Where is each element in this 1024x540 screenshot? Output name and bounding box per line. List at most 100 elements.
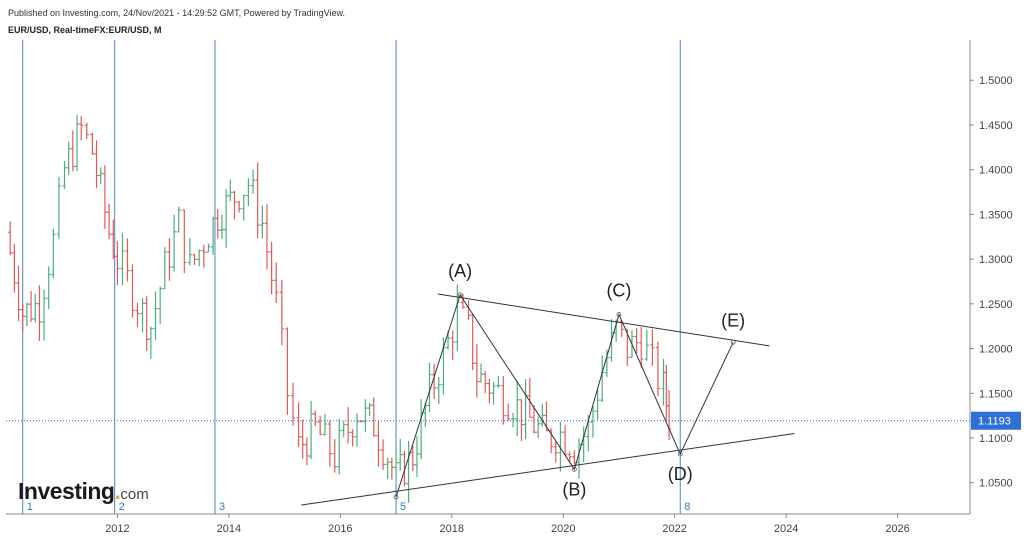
wave-vertex [571,466,577,472]
ohlc-bar [37,285,42,342]
ohlc-bar [590,406,595,438]
ohlc-bar [515,380,520,436]
ohlc-bar [427,362,432,413]
y-tick-label: 1.0500 [979,478,1013,490]
ohlc-bar [167,238,172,281]
ohlc-bar [56,177,61,239]
ohlc-bar [66,141,71,175]
trendline [437,293,770,347]
ohlc-bar [84,122,89,139]
cycle-label: 5 [400,501,406,513]
ohlc-bar [450,330,455,361]
ohlc-bar [483,371,488,394]
last-price-label: 1.1193 [978,416,1011,428]
ohlc-bar [62,161,67,189]
ohlc-bar [42,289,47,341]
ohlc-bar [655,341,660,397]
ohlc-bar [501,376,506,425]
ohlc-bar [519,399,524,442]
ohlc-bar [12,244,17,293]
ohlc-bar [241,194,246,221]
ohlc-bar [187,238,192,266]
ohlc-bar [46,266,51,310]
ohlc-bar [206,243,211,253]
ohlc-bar [111,219,116,259]
cycle-label: 1 [27,501,33,513]
ohlc-bar [332,439,337,473]
ohlc-bar [553,441,558,463]
wave-label: (A) [448,261,472,281]
ohlc-bar [511,412,516,428]
ohlc-bar [148,326,153,359]
ohlc-bar [639,327,644,368]
ohlc-bar [595,388,600,420]
x-tick-label: 2012 [105,523,129,535]
ohlc-bar [432,363,437,400]
ohlc-bar [523,379,528,440]
x-tick-label: 2022 [662,523,686,535]
ohlc-bar [664,364,669,422]
ohlc-bar [460,293,465,309]
ohlc-bar [33,294,38,323]
ohlc-bar [363,399,368,433]
ohlc-bar [385,457,390,479]
x-tick-label: 2020 [551,523,575,535]
wave-path [395,293,734,498]
ohlc-bar [130,264,135,318]
ohlc-bar [346,407,351,444]
wave-vertex [677,451,683,457]
ohlc-bar [140,297,145,333]
ohlc-bar [279,279,284,346]
ohlc-bar [115,241,120,286]
ohlc-bar [359,420,364,423]
ohlc-bar [313,410,318,426]
x-tick-label: 2014 [217,523,241,535]
ohlc-bar [75,114,80,172]
ohlc-bar [410,445,415,472]
ohlc-bar [211,216,216,255]
y-tick-label: 1.1000 [979,433,1013,445]
ohlc-bar [536,416,541,439]
x-tick-label: 2018 [440,523,464,535]
x-tick-label: 2016 [328,523,352,535]
ohlc-bar [274,262,279,303]
wave-vertex [457,292,463,298]
ohlc-bar [224,189,229,249]
ohlc-bar [376,421,381,467]
ohlc-bar [367,403,372,417]
ohlc-bar [135,302,140,328]
ohlc-bar [634,327,639,354]
symbol-title: EUR/USD, Real-timeFX:EUR/USD, M [8,25,162,35]
wave-vertex [393,494,399,500]
ohlc-bar [304,437,309,466]
ohlc-bar [577,438,582,479]
ohlc-bar [94,140,99,189]
ohlc-bar [394,444,399,475]
ohlc-bar [197,249,202,267]
x-tick-label: 2024 [774,523,798,535]
ohlc-bar [436,376,441,405]
ohlc-bar [290,382,295,426]
ohlc-bar [371,397,376,437]
wave-vertex [730,339,736,345]
ohlc-bar [51,228,56,278]
wave-label: (E) [721,310,745,330]
ohlc-bar [491,381,496,405]
ohlc-bar [479,363,484,383]
wave-vertex [616,312,622,317]
ohlc-bar [24,302,29,327]
ohlc-bar [172,214,177,272]
y-tick-label: 1.2000 [979,344,1013,356]
trendline [301,433,795,506]
ohlc-bar [327,420,332,467]
ohlc-bar [107,203,112,240]
ohlc-bar [255,162,260,239]
ohlc-bar [470,314,475,371]
ohlc-bar [496,376,501,388]
ohlc-bar [237,200,242,213]
ohlc-bar [309,400,314,460]
ohlc-bar [414,435,419,478]
last-price-tag [971,411,1021,430]
cycle-label: 8 [684,501,690,513]
